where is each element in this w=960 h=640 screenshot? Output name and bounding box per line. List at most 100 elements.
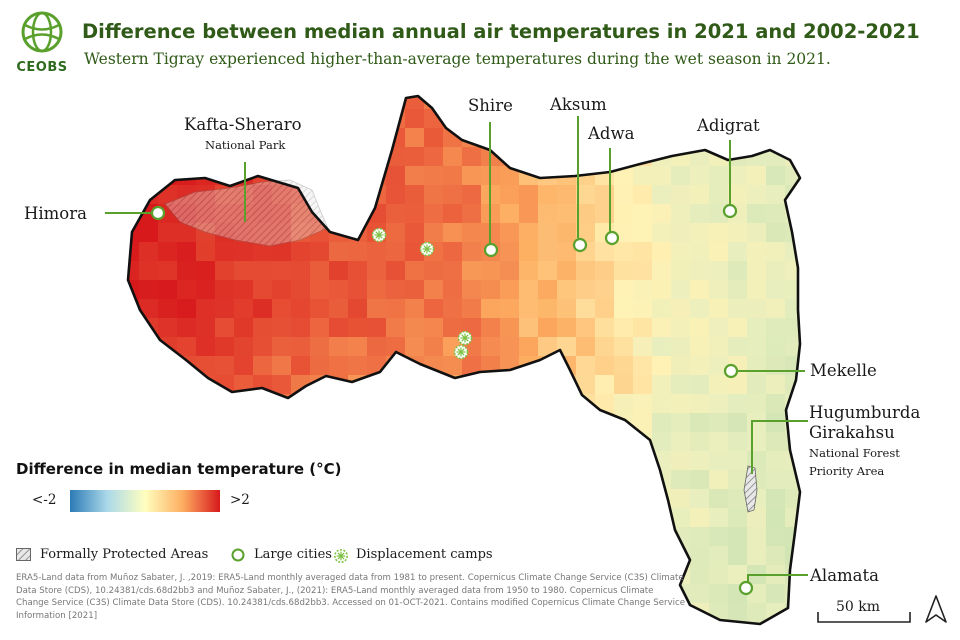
temperature-cell — [595, 261, 615, 281]
temperature-cell — [633, 96, 653, 110]
temperature-cell — [557, 128, 577, 148]
temperature-cell — [614, 375, 634, 395]
temperature-cell — [462, 527, 482, 547]
temperature-cell — [348, 128, 368, 148]
temperature-cell — [519, 109, 539, 129]
temperature-cell — [253, 261, 273, 281]
temperature-cell — [128, 280, 140, 300]
temperature-cell — [538, 527, 558, 547]
temperature-cell — [595, 280, 615, 300]
temperature-cell — [766, 356, 786, 376]
temperature-cell — [766, 337, 786, 357]
temperature-cell — [709, 96, 729, 110]
temperature-cell — [557, 280, 577, 300]
temperature-cell — [310, 622, 330, 624]
temperature-cell — [329, 204, 349, 224]
city-marker-adigrat — [722, 203, 738, 219]
temperature-cell — [405, 242, 425, 262]
temperature-cell — [443, 109, 463, 129]
temperature-cell — [253, 337, 273, 357]
temperature-cell — [462, 223, 482, 243]
temperature-cell — [766, 470, 786, 490]
displacement-camp-marker — [334, 549, 348, 563]
temperature-cell — [139, 96, 159, 110]
temperature-cell — [709, 318, 729, 338]
temperature-cell — [690, 527, 710, 547]
temperature-cell — [766, 432, 786, 452]
temperature-cell — [633, 622, 653, 624]
temperature-cell — [386, 261, 406, 281]
temperature-cell — [196, 299, 216, 319]
temperature-cell — [234, 527, 254, 547]
temperature-cell — [652, 413, 672, 433]
temperature-cell — [766, 223, 786, 243]
temperature-cell — [405, 451, 425, 471]
temperature-cell — [785, 109, 800, 129]
temperature-cell — [177, 413, 197, 433]
legend-min-label: <-2 — [32, 492, 57, 508]
temperature-cell — [519, 489, 539, 509]
temperature-cell — [462, 356, 482, 376]
temperature-cell — [671, 451, 691, 471]
temperature-cell — [766, 489, 786, 509]
temperature-cell — [329, 489, 349, 509]
temperature-cell — [405, 261, 425, 281]
logo-text: CEOBS — [16, 60, 68, 75]
temperature-cell — [595, 318, 615, 338]
temperature-cell — [576, 413, 596, 433]
temperature-cell — [424, 337, 444, 357]
temperature-cell — [139, 394, 159, 414]
temperature-cell — [348, 204, 368, 224]
temperature-cell — [538, 261, 558, 281]
temperature-cell — [128, 242, 140, 262]
temperature-cell — [348, 451, 368, 471]
temperature-cell — [576, 204, 596, 224]
temperature-cell — [728, 299, 748, 319]
temperature-cell — [139, 432, 159, 452]
temperature-cell — [614, 204, 634, 224]
label-kafta-sub: National Park — [205, 138, 286, 152]
temperature-cell — [557, 470, 577, 490]
temperature-cell — [405, 432, 425, 452]
temperature-cell — [519, 508, 539, 528]
temperature-cell — [196, 413, 216, 433]
temperature-cell — [747, 356, 767, 376]
legend-camps-label: Displacement camps — [356, 547, 493, 562]
temperature-cell — [234, 318, 254, 338]
temperature-cell — [652, 204, 672, 224]
temperature-cell — [196, 356, 216, 376]
temperature-cell — [128, 337, 140, 357]
temperature-cell — [481, 375, 501, 395]
temperature-cell — [234, 394, 254, 414]
temperature-cell — [348, 527, 368, 547]
temperature-cell — [128, 527, 140, 547]
temperature-cell — [690, 508, 710, 528]
temperature-cell — [614, 147, 634, 167]
scale-bar-label: 50 km — [836, 599, 881, 615]
temperature-cell — [405, 508, 425, 528]
temperature-cell — [500, 280, 520, 300]
temperature-cell — [652, 223, 672, 243]
temperature-cell — [595, 166, 615, 186]
temperature-cell — [595, 546, 615, 566]
temperature-cell — [196, 96, 216, 110]
temperature-cell — [747, 166, 767, 186]
temperature-cell — [804, 489, 824, 509]
temperature-cell — [139, 128, 159, 148]
temperature-cell — [139, 109, 159, 129]
temperature-cell — [690, 261, 710, 281]
temperature-cell — [519, 299, 539, 319]
displacement-camp-marker — [419, 241, 435, 257]
temperature-cell — [234, 413, 254, 433]
temperature-cell — [386, 489, 406, 509]
temperature-cell — [443, 280, 463, 300]
temperature-cell — [804, 261, 824, 281]
temperature-cell — [671, 223, 691, 243]
temperature-cell — [576, 432, 596, 452]
temperature-cell — [557, 299, 577, 319]
temperature-cell — [500, 622, 520, 624]
temperature-cell — [196, 394, 216, 414]
temperature-cell — [424, 375, 444, 395]
label-aksum: Aksum — [550, 95, 607, 114]
temperature-cell — [652, 318, 672, 338]
